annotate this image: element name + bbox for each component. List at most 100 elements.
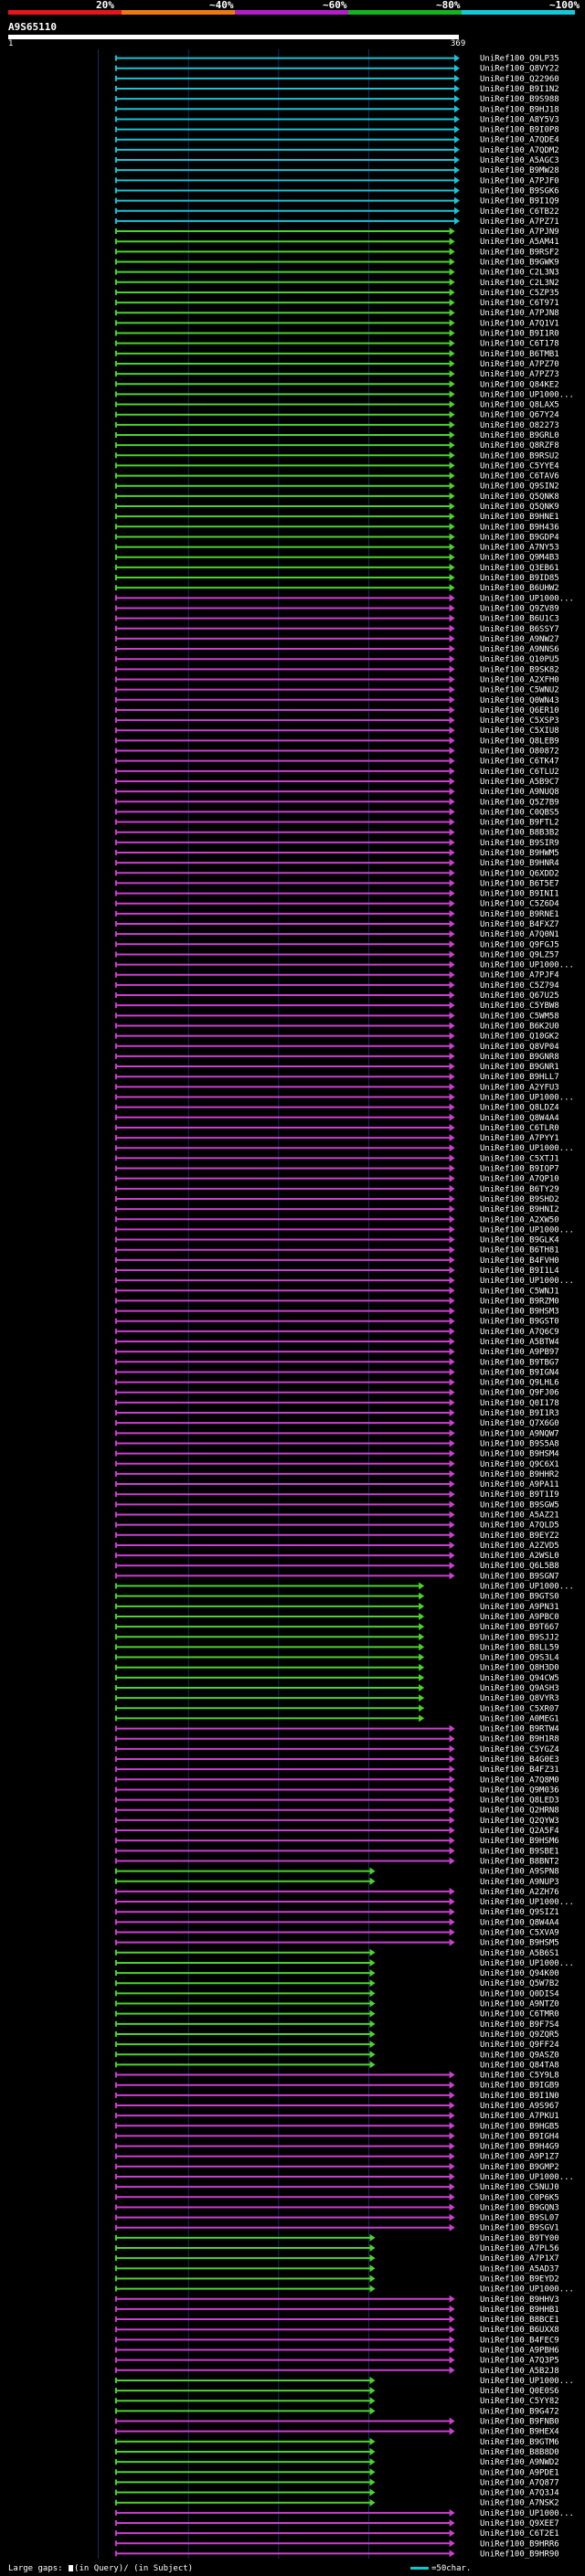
hit-row[interactable]: UniRef100_A9NTZ0: [114, 1999, 559, 2009]
hit-row[interactable]: UniRef100_C0QBS5: [114, 808, 559, 817]
hit-row[interactable]: UniRef100_Q84KE2: [114, 380, 559, 389]
hit-label[interactable]: UniRef100_B9SBE1: [480, 1847, 559, 1856]
hit-row[interactable]: UniRef100_B9H436: [114, 523, 559, 532]
hit-label[interactable]: UniRef100_Q6L5B8: [480, 1562, 559, 1571]
hit-row[interactable]: UniRef100_C6T2E1: [114, 2529, 559, 2539]
hit-row[interactable]: UniRef100_Q5Z7B9: [114, 798, 559, 807]
hit-row[interactable]: UniRef100_C5XVA9: [114, 1928, 559, 1938]
hit-row[interactable]: UniRef100_A7Q3J4: [114, 2488, 559, 2498]
hit-label[interactable]: UniRef100_B9I1N0: [480, 2092, 559, 2101]
hit-row[interactable]: UniRef100_B4G0E3: [114, 1755, 559, 1765]
hit-row[interactable]: UniRef100_B9IGH4: [114, 2132, 559, 2141]
hit-label[interactable]: UniRef100_B9HEX4: [480, 2428, 559, 2437]
hit-label[interactable]: UniRef100_A5AD37: [480, 2264, 559, 2274]
hit-label[interactable]: UniRef100_B9HNE1: [480, 513, 559, 522]
hit-row[interactable]: UniRef100_A2ZH76: [114, 1887, 559, 1897]
hit-row[interactable]: UniRef100_B9I1R0: [114, 329, 559, 339]
hit-label[interactable]: UniRef100_B9SL07: [480, 2214, 559, 2223]
hit-label[interactable]: UniRef100_A7NY53: [480, 544, 559, 553]
hit-row[interactable]: UniRef100_A9SPN8: [114, 1867, 559, 1877]
hit-label[interactable]: UniRef100_B9HLL7: [480, 1073, 559, 1082]
hit-row[interactable]: UniRef100_B9RSF2: [114, 248, 559, 257]
hit-label[interactable]: UniRef100_Q94CW5: [480, 1674, 559, 1683]
hit-label[interactable]: UniRef100_A9PB97: [480, 1348, 559, 1357]
hit-row[interactable]: UniRef100_C6TB22: [114, 207, 559, 217]
hit-label[interactable]: UniRef100_Q9SIZ1: [480, 1908, 559, 1917]
hit-label[interactable]: UniRef100_B9GTM6: [480, 2438, 559, 2447]
hit-label[interactable]: UniRef100_A0MEG1: [480, 1714, 559, 1723]
hit-label[interactable]: UniRef100_Q9ASH3: [480, 1684, 559, 1693]
hit-row[interactable]: UniRef100_Q9ASZ0: [114, 2051, 559, 2060]
hit-label[interactable]: UniRef100_B4FEC9: [480, 2336, 559, 2345]
hit-label[interactable]: UniRef100_A7Q6C9: [480, 1328, 559, 1337]
hit-row[interactable]: UniRef100_B9SGV1: [114, 2223, 559, 2233]
hit-label[interactable]: UniRef100_Q22960: [480, 75, 559, 84]
hit-row[interactable]: UniRef100_A5B6S1: [114, 1948, 559, 1958]
hit-label[interactable]: UniRef100_C2L3N2: [480, 279, 559, 288]
hit-label[interactable]: UniRef100_B8LL59: [480, 1643, 559, 1652]
hit-row[interactable]: UniRef100_B9GNR1: [114, 1063, 559, 1072]
hit-label[interactable]: UniRef100_B6UHW2: [480, 584, 559, 593]
hit-row[interactable]: UniRef100_B9S5A8: [114, 1439, 559, 1448]
hit-label[interactable]: UniRef100_Q9S3L4: [480, 1654, 559, 1663]
hit-label[interactable]: UniRef100_B9RZM0: [480, 1297, 559, 1306]
hit-label[interactable]: UniRef100_B4FVH0: [480, 1256, 559, 1266]
hit-label[interactable]: UniRef100_A7Q0N1: [480, 930, 559, 939]
hit-row[interactable]: UniRef100_Q8W4A4: [114, 1113, 559, 1123]
hit-row[interactable]: UniRef100_UP1000...: [114, 1225, 574, 1235]
hit-label[interactable]: UniRef100_A2ZVD5: [480, 1542, 559, 1551]
hit-label[interactable]: UniRef100_B9HJ18: [480, 105, 559, 114]
hit-label[interactable]: UniRef100_B9SHD2: [480, 1195, 559, 1204]
hit-label[interactable]: UniRef100_B9GNR1: [480, 1063, 559, 1072]
hit-label[interactable]: UniRef100_Q9LP35: [480, 55, 559, 64]
hit-row[interactable]: UniRef100_A5BTW4: [114, 1338, 559, 1347]
hit-label[interactable]: UniRef100_A9NUQ8: [480, 788, 559, 797]
hit-label[interactable]: UniRef100_Q9XEE7: [480, 2519, 559, 2528]
hit-label[interactable]: UniRef100_A7PJF0: [480, 176, 559, 186]
hit-label[interactable]: UniRef100_B9I1Q9: [480, 197, 559, 207]
hit-label[interactable]: UniRef100_A9PA11: [480, 1480, 559, 1489]
hit-label[interactable]: UniRef100_A9NW27: [480, 635, 559, 644]
hit-label[interactable]: UniRef100_Q9ZQR5: [480, 2030, 559, 2040]
hit-label[interactable]: UniRef100_C6TLU2: [480, 768, 559, 777]
hit-row[interactable]: UniRef100_B6TMB1: [114, 349, 559, 359]
hit-label[interactable]: UniRef100_Q8W4A4: [480, 1918, 559, 1927]
hit-label[interactable]: UniRef100_Q67Y24: [480, 411, 559, 420]
hit-row[interactable]: UniRef100_B9MW28: [114, 166, 559, 175]
hit-row[interactable]: UniRef100_B9FNB0: [114, 2417, 559, 2427]
hit-label[interactable]: UniRef100_Q8LEB9: [480, 737, 559, 746]
hit-row[interactable]: UniRef100_UP1000...: [114, 960, 574, 970]
hit-row[interactable]: UniRef100_Q6ER10: [114, 705, 559, 716]
hit-label[interactable]: UniRef100_C5Z794: [480, 981, 559, 991]
hit-row[interactable]: UniRef100_Q9XEE7: [114, 2518, 559, 2528]
hit-row[interactable]: UniRef100_B9HHR2: [114, 1469, 559, 1479]
hit-row[interactable]: UniRef100_Q9FF24: [114, 2041, 559, 2050]
hit-row[interactable]: UniRef100_A7PZ73: [114, 370, 559, 379]
hit-label[interactable]: UniRef100_A9NQW7: [480, 1429, 559, 1438]
hit-label[interactable]: UniRef100_B8B8D0: [480, 2448, 559, 2457]
hit-row[interactable]: UniRef100_B9HSM6: [114, 1837, 559, 1846]
hit-label[interactable]: UniRef100_C6T178: [480, 340, 559, 349]
hit-label[interactable]: UniRef100_A7PZ71: [480, 217, 559, 227]
hit-row[interactable]: UniRef100_B8B3B2: [114, 828, 559, 838]
hit-label[interactable]: UniRef100_B9HSM6: [480, 1837, 559, 1846]
hit-label[interactable]: UniRef100_Q0I178: [480, 1399, 559, 1408]
hit-row[interactable]: UniRef100_B9RZM0: [114, 1297, 559, 1306]
hit-row[interactable]: UniRef100_B8B8D0: [114, 2447, 559, 2457]
hit-row[interactable]: UniRef100_B9IGN4: [114, 1368, 559, 1377]
hit-label[interactable]: UniRef100_Q10PU5: [480, 655, 559, 664]
hit-label[interactable]: UniRef100_C5WNU2: [480, 686, 559, 695]
hit-row[interactable]: UniRef100_B9HR90: [114, 2549, 559, 2559]
hit-row[interactable]: UniRef100_B9HWM5: [114, 848, 559, 858]
hit-row[interactable]: UniRef100_Q9SIZ1: [114, 1908, 559, 1917]
hit-label[interactable]: UniRef100_UP1000...: [480, 961, 574, 970]
hit-label[interactable]: UniRef100_C5XR07: [480, 1704, 559, 1713]
hit-row[interactable]: UniRef100_B9I1Q9: [114, 196, 559, 207]
hit-row[interactable]: UniRef100_A7QLD5: [114, 1521, 559, 1531]
hit-row[interactable]: UniRef100_B9HHB1: [114, 2305, 559, 2315]
hit-row[interactable]: UniRef100_B9FTL2: [114, 818, 559, 828]
hit-row[interactable]: UniRef100_B9GQN3: [114, 2203, 559, 2212]
hit-row[interactable]: UniRef100_Q8VYR3: [114, 1694, 559, 1703]
hit-row[interactable]: UniRef100_B9GTM6: [114, 2437, 559, 2447]
hit-label[interactable]: UniRef100_B9TBG7: [480, 1358, 559, 1367]
